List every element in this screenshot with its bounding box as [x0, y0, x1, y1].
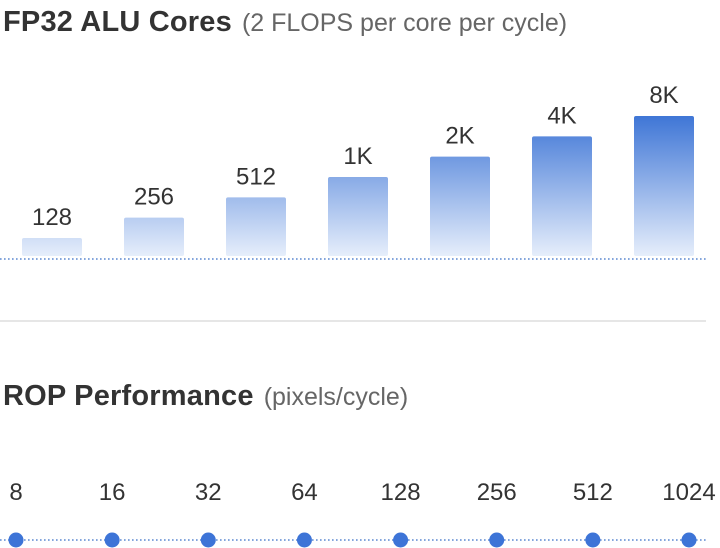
rop-label-32: 32	[195, 479, 222, 506]
rop-subtitle-text: (pixels/cycle)	[263, 383, 409, 411]
rop-point-64	[296, 532, 312, 548]
rop-label-256: 256	[477, 479, 517, 506]
rop-performance-chart: 8 16 32 64 128 256 512 1024	[0, 479, 716, 548]
alu-bar-512	[226, 197, 286, 256]
rop-title-text: ROP Performance	[3, 380, 254, 412]
rop-point-32	[200, 532, 216, 548]
rop-point-512	[585, 532, 601, 548]
rop-point-8	[8, 532, 24, 548]
alu-bar-label-2k: 2K	[445, 123, 474, 150]
rop-label-8: 8	[9, 479, 22, 506]
alu-bar-label-8k: 8K	[649, 82, 678, 109]
rop-point-16	[104, 532, 120, 548]
alu-bar-2k	[430, 156, 490, 256]
rop-label-1024: 1024	[662, 479, 715, 506]
alu-cores-bar-chart: 128 256 512 1K 2K 4K 8K	[0, 82, 706, 260]
rop-point-1024	[681, 532, 697, 548]
alu-bar-label-512: 512	[236, 163, 276, 190]
rop-chart-title: ROP Performance (pixels/cycle)	[3, 380, 408, 413]
rop-label-16: 16	[99, 479, 126, 506]
alu-subtitle-text: (2 FLOPS per core per cycle)	[241, 9, 568, 37]
alu-bar-1k	[328, 177, 388, 256]
section-divider	[0, 320, 706, 322]
alu-bar-label-1k: 1K	[343, 143, 372, 170]
rop-label-128: 128	[381, 479, 421, 506]
alu-title-text: FP32 ALU Cores	[3, 6, 232, 38]
alu-bar-4k	[532, 136, 592, 256]
alu-bar-label-256: 256	[134, 184, 174, 211]
rop-point-256	[489, 532, 505, 548]
alu-chart-title: FP32 ALU Cores (2 FLOPS per core per cycl…	[3, 6, 567, 39]
rop-label-64: 64	[291, 479, 318, 506]
alu-bar-256	[124, 217, 184, 256]
alu-bar-label-4k: 4K	[547, 102, 576, 129]
rop-point-128	[393, 532, 409, 548]
alu-bar-8k	[634, 116, 694, 256]
alu-bar-128	[22, 238, 82, 256]
alu-bar-label-128: 128	[32, 204, 72, 231]
rop-label-512: 512	[573, 479, 613, 506]
